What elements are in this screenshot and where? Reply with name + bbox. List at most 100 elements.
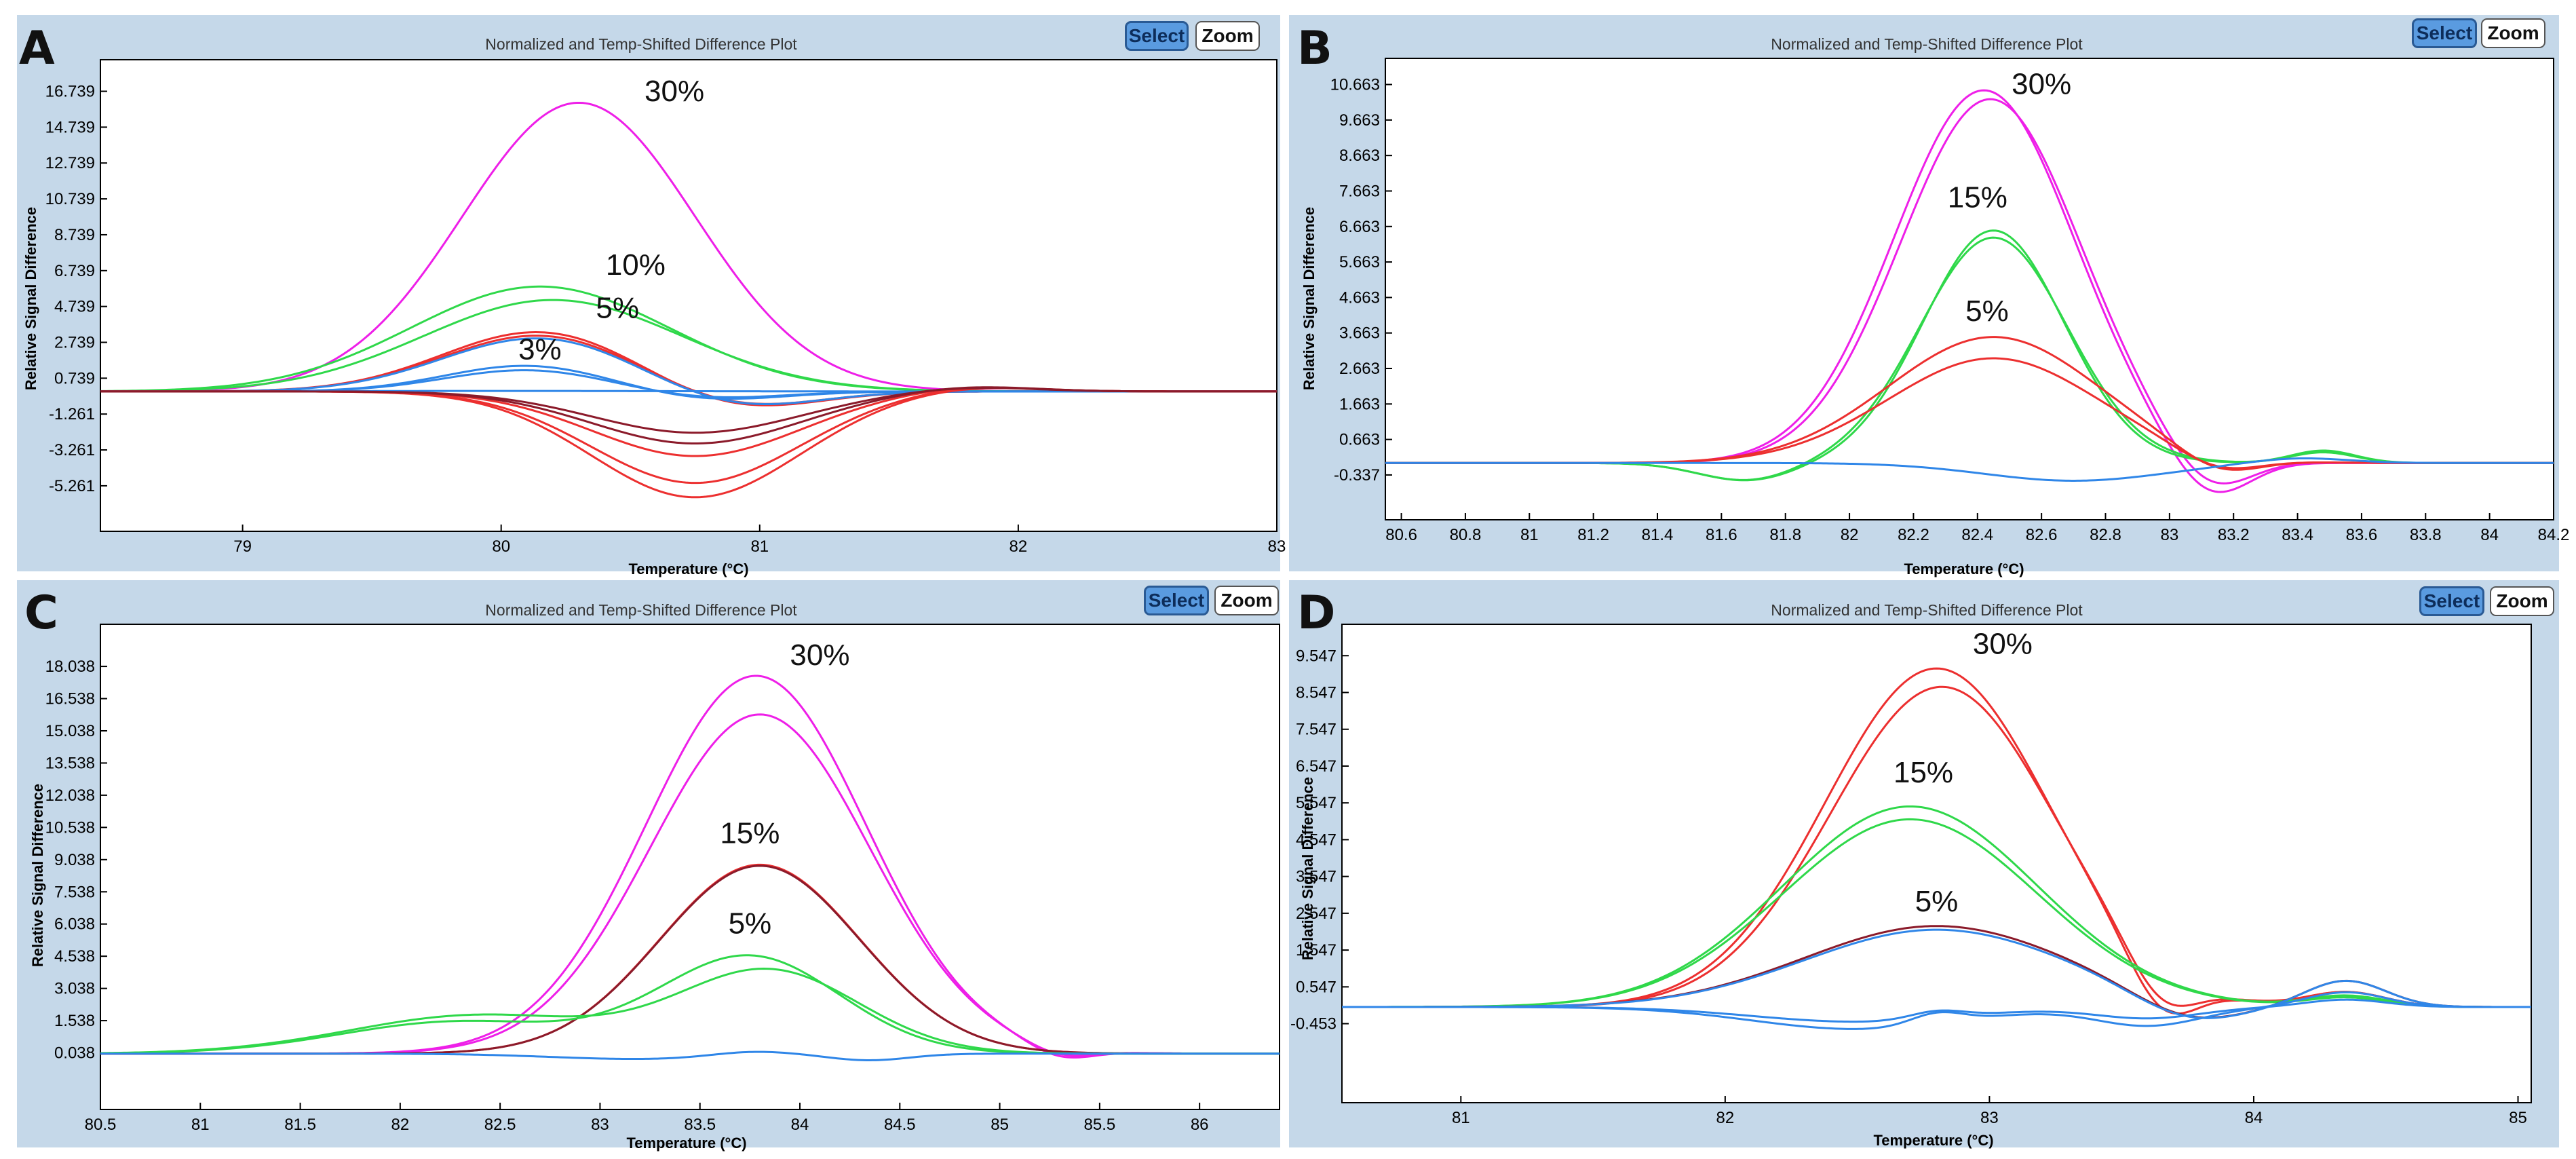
zoom-button[interactable]: Zoom [1214, 586, 1279, 615]
x-axis-label: Temperature (°C) [626, 1135, 747, 1152]
y-tick-label: 10.739 [45, 190, 95, 208]
y-tick-label: 2.739 [54, 333, 95, 352]
y-tick-label: 6.038 [54, 915, 95, 934]
series-annotation: 30% [645, 75, 704, 108]
plot-area[interactable] [100, 59, 1277, 532]
y-tick-label: 4.538 [54, 947, 95, 966]
x-tick-label: 80.5 [85, 1116, 117, 1134]
y-tick-label: 3.038 [54, 980, 95, 998]
y-tick-label: -0.453 [1290, 1015, 1337, 1033]
select-button[interactable]: Select [2412, 18, 2477, 48]
x-tick-label: 82.8 [2090, 526, 2121, 544]
series-line-neg-rep5 [100, 387, 1277, 434]
series-line-15-rep2 [1342, 818, 2531, 1008]
select-button[interactable]: Select [1125, 21, 1189, 51]
x-tick-label: 81 [750, 537, 769, 556]
zoom-button[interactable]: Zoom [1195, 21, 1260, 51]
y-tick-label: 5.663 [1339, 253, 1380, 271]
plot-area[interactable] [100, 624, 1280, 1110]
y-tick-label: 10.538 [45, 818, 95, 837]
y-tick-label: 4.739 [54, 298, 95, 316]
y-tick-label: 0.739 [54, 369, 95, 387]
panel-letter-d: D [1297, 586, 1336, 640]
x-tick-label: 85 [991, 1116, 1009, 1134]
x-tick-label: 81.5 [284, 1116, 316, 1134]
x-tick-label: 80 [492, 537, 510, 556]
x-axis-label: Temperature (°C) [1904, 560, 2024, 577]
y-tick-label: 18.038 [45, 658, 95, 676]
y-tick-label: 2.663 [1339, 360, 1380, 378]
x-tick-label: 80.8 [1450, 526, 1482, 544]
y-tick-label: 7.547 [1296, 721, 1337, 739]
y-tick-label: 6.739 [54, 262, 95, 280]
select-button[interactable]: Select [2419, 586, 2484, 616]
series-line-baseline [100, 1050, 1280, 1061]
y-tick-label: 6.547 [1296, 757, 1337, 776]
chart-title: Normalized and Temp-Shifted Difference P… [485, 35, 797, 53]
plot-a: 16.739 14.739 12.739 10.739 8.739 6.739 4.739 2… [45, 59, 1286, 556]
series-annotation: 5% [1915, 885, 1959, 918]
series-annotation: 15% [1893, 756, 1953, 789]
x-tick-label: 82.5 [484, 1116, 516, 1134]
series-annotation: 30% [2012, 67, 2071, 100]
x-tick-label: 82 [391, 1116, 410, 1134]
panel-letter-c: C [24, 586, 58, 640]
x-tick-label: 82 [1010, 537, 1028, 556]
y-tick-label: 9.547 [1296, 647, 1337, 665]
y-tick-label: 9.038 [54, 851, 95, 869]
x-tick-label: 86 [1191, 1116, 1209, 1134]
y-tick-label: 9.663 [1339, 111, 1380, 130]
chart-title: Normalized and Temp-Shifted Difference P… [1771, 35, 2083, 53]
y-tick-label: 7.538 [54, 883, 95, 901]
series-annotation: 30% [790, 639, 849, 672]
series-group [1342, 667, 2531, 1030]
plot-b: 10.663 9.663 8.663 7.663 6.663 5.663 4.663 3.66… [1330, 58, 2569, 544]
x-tick-label: 82 [1841, 526, 1859, 544]
plot-area[interactable] [1341, 624, 2532, 1103]
x-tick-label: 84 [2480, 526, 2499, 544]
y-tick-label: 3.547 [1296, 868, 1337, 886]
select-button[interactable]: Select [1144, 586, 1209, 615]
y-tick-label: 13.538 [45, 754, 95, 772]
x-tick-label: 84.2 [2538, 526, 2570, 544]
series-group [100, 674, 1280, 1061]
y-tick-label: 8.663 [1339, 147, 1380, 165]
x-tick-label: 83 [591, 1116, 609, 1134]
x-tick-label: 82.4 [1961, 526, 1993, 544]
series-group [1385, 89, 2554, 493]
y-tick-label: 3.663 [1339, 324, 1380, 343]
x-tick-label: 81.2 [1577, 526, 1609, 544]
y-tick-label: 0.038 [54, 1044, 95, 1063]
y-tick-label: 16.538 [45, 690, 95, 708]
x-tick-label: 84 [791, 1116, 809, 1134]
x-axis-label: Temperature (°C) [628, 560, 749, 577]
y-tick-label: 15.038 [45, 722, 95, 740]
x-tick-label: 84 [2245, 1109, 2263, 1127]
series-line-5-rep2 [1342, 928, 2531, 1019]
y-axis-label: Relative Signal Difference [1299, 776, 1316, 961]
series-annotation: 30% [1973, 627, 2033, 660]
chart-title: Normalized and Temp-Shifted Difference P… [485, 601, 797, 619]
series-annotation: 15% [1948, 181, 2007, 214]
series-line-baseline [1385, 457, 2554, 482]
y-tick-label: 2.547 [1296, 905, 1337, 923]
x-axis-label: Temperature (°C) [1873, 1132, 1994, 1149]
x-tick-label: 81 [1520, 526, 1539, 544]
series-annotation: 5% [1965, 294, 2009, 328]
plot-c: 18.038 16.538 15.038 13.538 12.038 10.538 9.03… [45, 624, 1280, 1134]
series-annotation: 15% [720, 817, 780, 850]
zoom-button[interactable]: Zoom [2490, 586, 2554, 616]
plot-area[interactable] [1385, 58, 2554, 520]
y-tick-label: 8.547 [1296, 683, 1337, 702]
x-tick-label: 81 [191, 1116, 210, 1134]
y-tick-label: 4.663 [1339, 288, 1380, 307]
x-tick-label: 80.6 [1385, 526, 1417, 544]
x-tick-label: 84.5 [884, 1116, 916, 1134]
y-tick-label: 6.663 [1339, 218, 1380, 236]
y-tick-label: 1.538 [54, 1012, 95, 1030]
zoom-button[interactable]: Zoom [2481, 18, 2545, 48]
y-axis-label: Relative Signal Difference [29, 783, 46, 968]
y-tick-label: 14.739 [45, 118, 95, 136]
series-annotation: 3% [518, 332, 562, 366]
y-tick-label: 8.739 [54, 226, 95, 244]
